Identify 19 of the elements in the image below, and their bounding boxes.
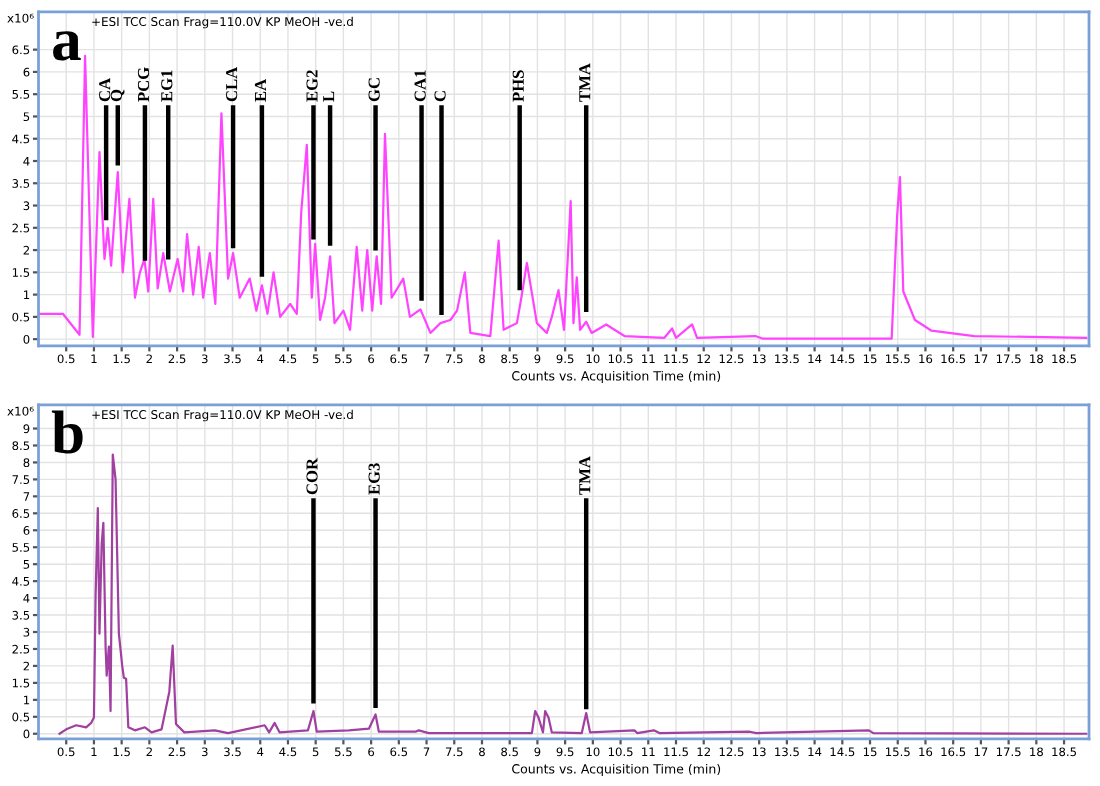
annotation: CA1: [414, 70, 426, 102]
annotation: EG2: [306, 70, 318, 102]
annotation: CA: [99, 78, 111, 102]
annotation: PCG: [137, 67, 150, 102]
annotation: Q: [110, 89, 125, 102]
annotation: EG3: [368, 463, 380, 495]
annotation: a: [53, 31, 81, 61]
annotation: GC: [368, 78, 380, 102]
annotation: COR: [306, 457, 318, 495]
annotation: PHS: [512, 70, 524, 102]
annotation: EA: [254, 78, 266, 102]
annotation: EG1: [161, 70, 173, 102]
line-series: [58, 453, 1088, 735]
annotation: CLA: [226, 66, 238, 102]
annotation: b: [51, 410, 83, 454]
annotation: TMA: [579, 63, 591, 102]
annotation: TMA: [579, 456, 591, 495]
annotation: L: [323, 91, 335, 102]
annotation: C: [434, 91, 446, 102]
